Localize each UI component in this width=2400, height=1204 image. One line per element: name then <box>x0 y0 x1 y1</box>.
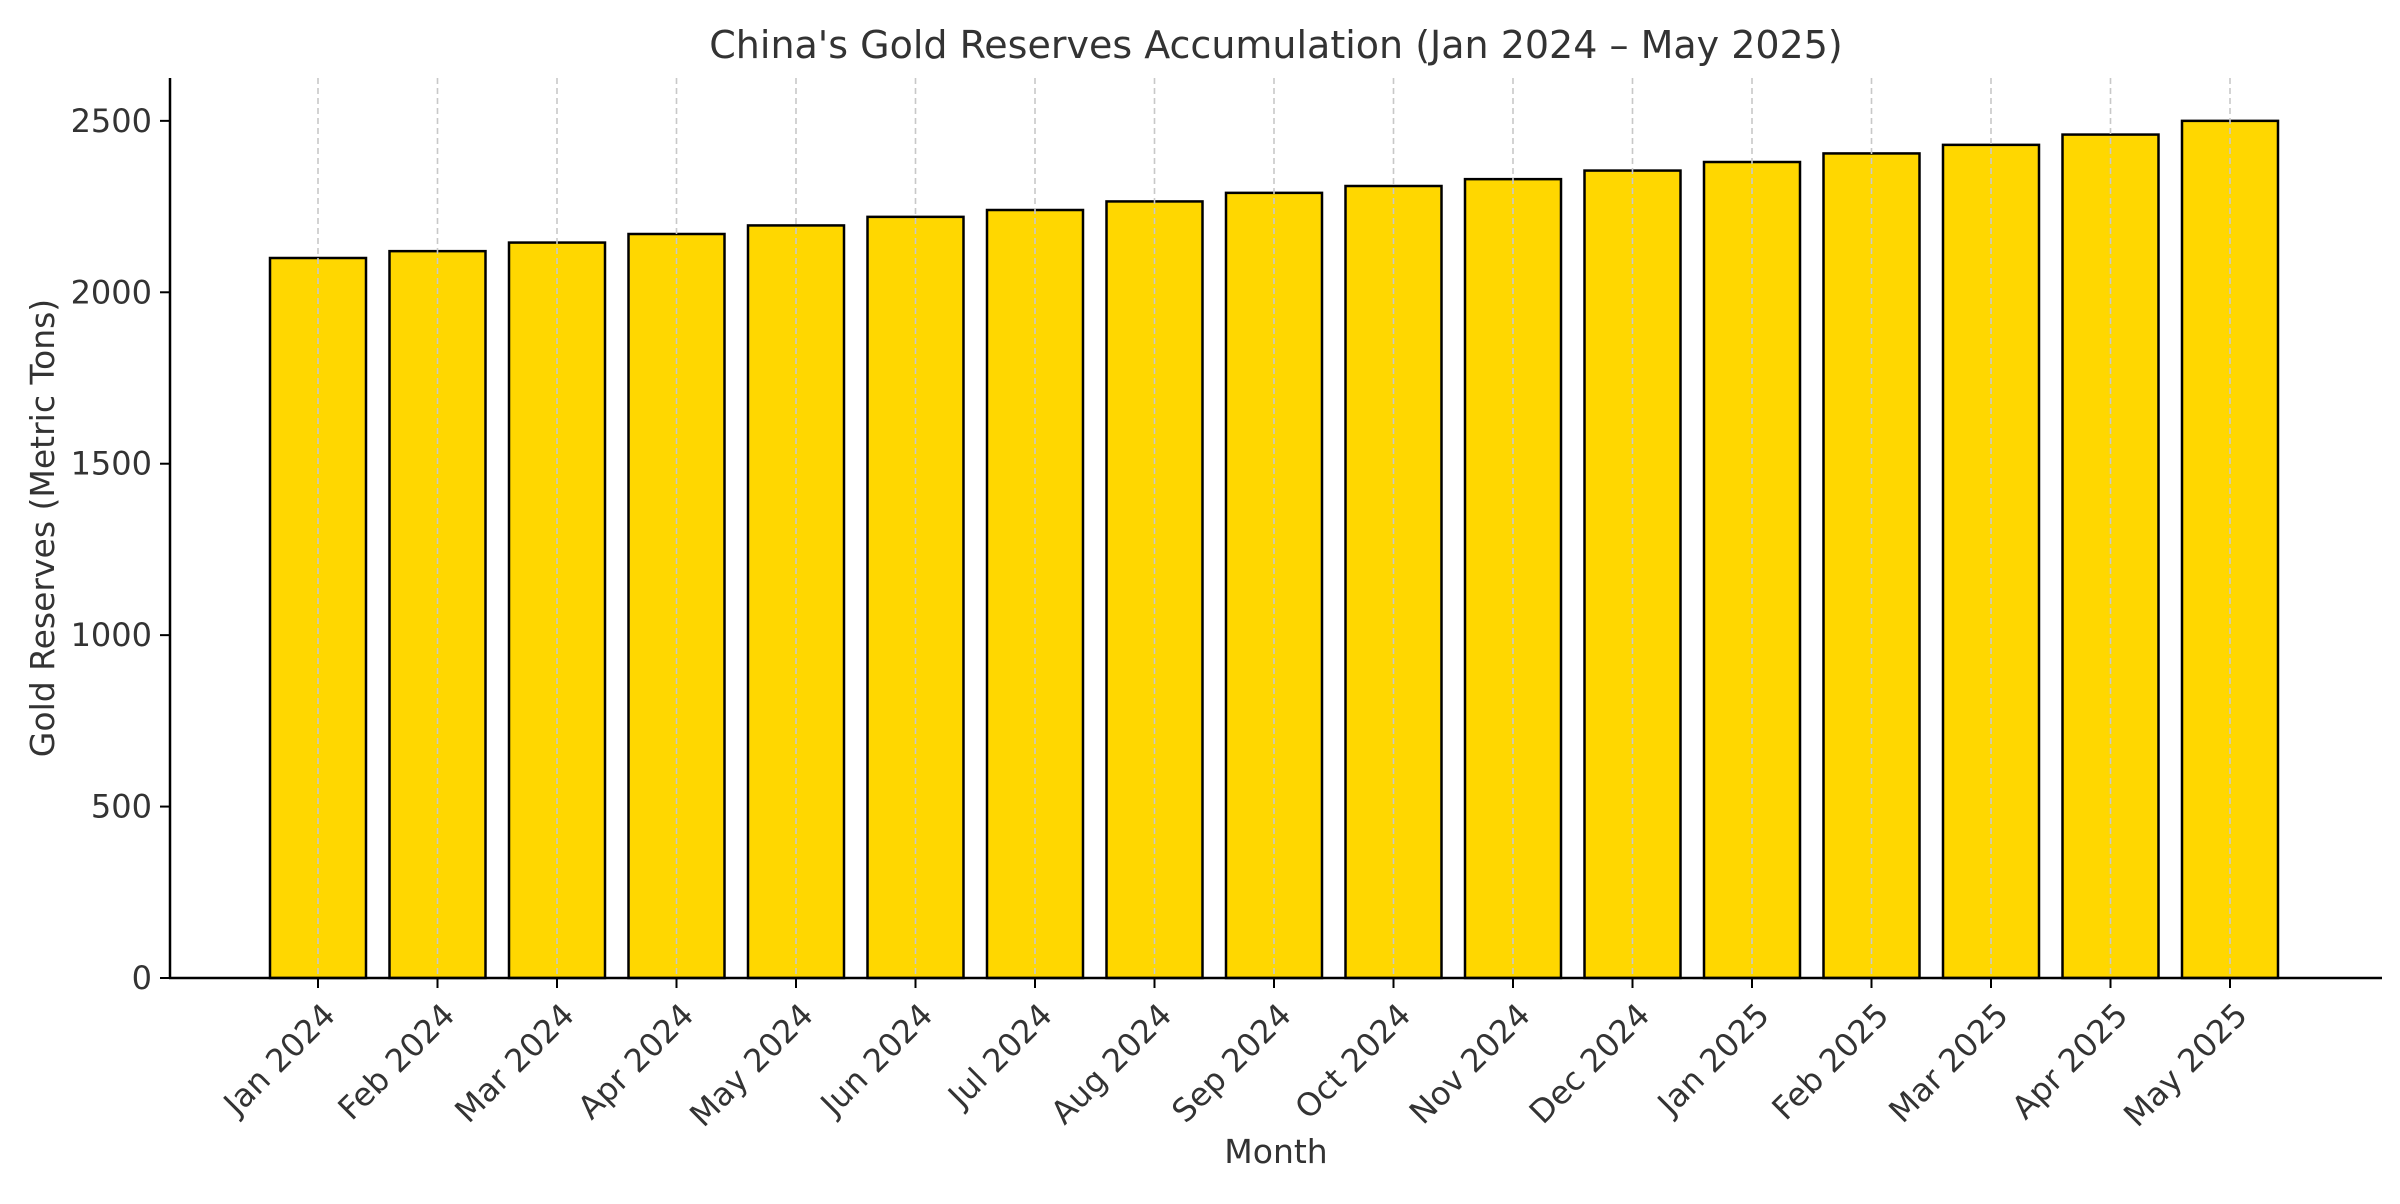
y-ticks: 0 500 1000 1500 2000 2500 <box>71 102 170 997</box>
bar <box>627 232 726 980</box>
x-tick-label: Jun 2024 <box>812 996 940 1124</box>
x-tick-label: May 2024 <box>682 996 820 1134</box>
y-axis-label: Gold Reserves (Metric Tons) <box>23 299 62 757</box>
chart-title: China's Gold Reserves Accumulation (Jan … <box>709 23 1842 67</box>
x-tick-label: Mar 2025 <box>1881 996 2015 1130</box>
y-tick-label: 1500 <box>71 445 152 483</box>
x-axis-label: Month <box>1224 1132 1327 1171</box>
axes <box>168 78 2382 980</box>
bars <box>268 78 2280 980</box>
x-tick-label: Oct 2024 <box>1287 996 1418 1127</box>
y-tick-label: 2500 <box>71 102 152 140</box>
x-tick-label: Mar 2024 <box>447 996 581 1130</box>
x-tick-label: Feb 2025 <box>1764 996 1896 1128</box>
x-tick-label: Aug 2024 <box>1043 996 1179 1132</box>
y-tick-label: 0 <box>132 959 152 997</box>
x-tick-label: Nov 2024 <box>1402 996 1538 1132</box>
x-tick-label: Jan 2024 <box>215 996 343 1124</box>
x-tick-label: Feb 2024 <box>330 996 462 1128</box>
bar <box>2061 133 2160 980</box>
bar <box>1822 152 1921 980</box>
y-tick-label: 1000 <box>71 616 152 654</box>
x-tick-label: Sep 2024 <box>1164 996 1298 1130</box>
x-tick-label: Dec 2024 <box>1522 996 1657 1131</box>
x-tick-label: Jan 2025 <box>1649 996 1777 1124</box>
x-tick-label: May 2025 <box>2116 996 2254 1134</box>
x-tick-label: Jul 2024 <box>939 996 1059 1116</box>
y-tick-label: 2000 <box>71 273 152 311</box>
y-tick-label: 500 <box>91 788 152 826</box>
